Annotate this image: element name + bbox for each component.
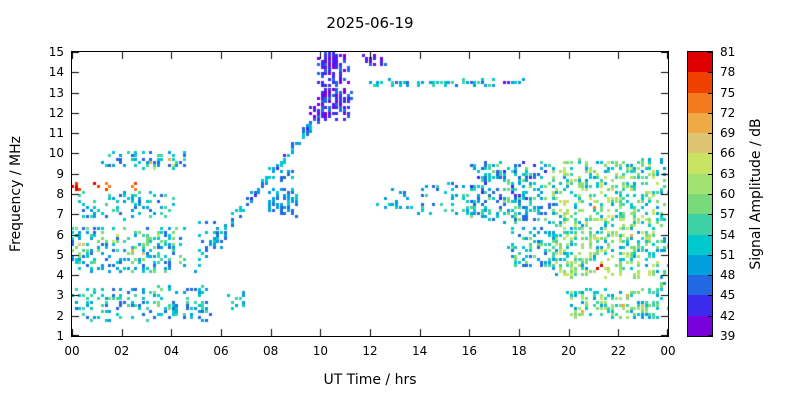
colorbar-tick [708,214,712,215]
y-tick-label: 1 [56,329,64,343]
colorbar-band [688,133,712,154]
colorbar-band [688,315,712,336]
y-tick-label: 5 [56,247,64,262]
x-tick-label: 20 [561,344,577,358]
x-tick-label: 06 [213,344,229,358]
y-tick-label: 9 [56,166,64,181]
x-tick-label: 08 [263,344,279,358]
colorbar-tick-label: 42 [720,308,736,323]
colorbar-band [688,254,712,276]
colorbar-label: Signal Amplitude / dB [748,118,764,270]
colorbar-tick [708,255,712,256]
colorbar-tick [708,52,712,53]
x-tick-label: 02 [114,344,130,358]
colorbar-tick-label: 81 [720,45,736,59]
x-tick-label: 00 [64,344,80,358]
colorbar-tick-label: 60 [720,187,736,201]
y-tick-label: 4 [56,268,64,283]
x-axis-label: UT Time / hrs [323,372,417,388]
colorbar-tick [708,275,712,276]
colorbar-tick [708,295,712,296]
colorbar-tick-label: 63 [720,166,736,181]
y-tick-label: 3 [56,288,64,303]
colorbar-band [688,52,712,73]
colorbar-band [688,193,712,215]
colorbar-tick-label: 45 [720,288,736,303]
colorbar-tick-label: 54 [720,227,736,242]
colorbar-tick [708,72,712,73]
colorbar-tick-label: 75 [720,85,736,100]
colorbar-tick-label: 78 [720,65,736,80]
x-tick-label: 12 [362,344,378,358]
colorbar-band [688,92,712,113]
x-tick-label: 04 [163,344,179,358]
colorbar-tick-label: 66 [720,146,736,161]
y-tick-label: 13 [48,85,64,100]
colorbar-tick-label: 57 [720,207,736,222]
x-tick-label: 10 [312,344,328,358]
x-tick-label: 16 [461,344,477,358]
colorbar-tick [708,174,712,175]
y-tick-label: 11 [48,126,64,141]
colorbar-band [688,173,712,194]
x-tick-label: 18 [511,344,527,358]
colorbar-band [688,214,712,235]
colorbar-tick [708,335,712,336]
y-axis-label: Frequency / MHz [8,136,24,252]
y-tick-label: 14 [48,65,64,80]
x-tick-label: 22 [610,344,626,358]
y-tick-label: 2 [56,308,64,323]
colorbar-tick-label: 69 [720,126,736,141]
colorbar [687,51,713,337]
colorbar-tick [708,113,712,114]
y-tick-label: 10 [48,146,64,161]
colorbar-tick-label: 51 [720,247,736,262]
y-tick-label: 12 [48,105,64,120]
chart-title: 2025-06-19 [326,14,414,32]
colorbar-band [688,234,712,255]
colorbar-tick-label: 48 [720,268,736,283]
colorbar-tick [708,153,712,154]
colorbar-tick [708,133,712,134]
y-tick-label: 6 [56,227,64,242]
colorbar-tick-label: 72 [720,105,736,120]
plot-canvas [71,51,669,337]
y-tick-label: 8 [56,187,64,201]
colorbar-band [688,275,712,296]
colorbar-band [688,72,712,93]
colorbar-band [688,295,712,316]
colorbar-tick [708,93,712,94]
y-tick-label: 15 [48,45,64,59]
x-tick-label: 00 [660,344,676,358]
colorbar-tick [708,316,712,317]
colorbar-tick [708,235,712,236]
y-tick-label: 7 [56,207,64,222]
x-tick-label: 14 [412,344,428,358]
colorbar-tick-label: 39 [720,329,736,343]
colorbar-tick [708,194,712,195]
colorbar-band [688,153,712,174]
colorbar-band [688,112,712,134]
